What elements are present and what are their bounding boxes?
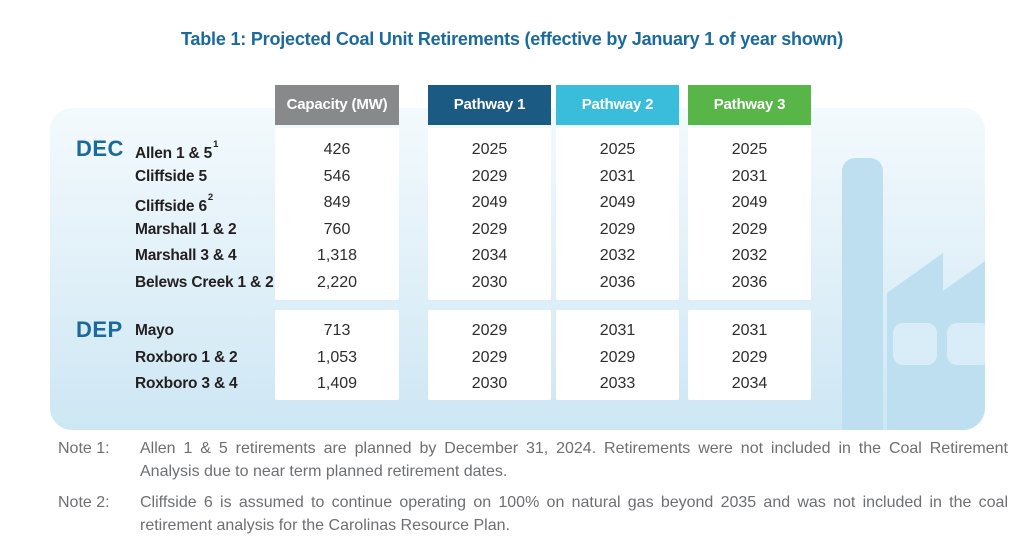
pathway3-value: 2034 xyxy=(731,375,768,392)
column-strip-pathway3-dec xyxy=(688,128,811,300)
table-row: Roxboro 3 & 4 1,409 2030 2033 2034 xyxy=(50,371,985,398)
pathway1-value: 2029 xyxy=(471,220,508,238)
pathway1-value: 2034 xyxy=(471,247,508,264)
note-1-text: Allen 1 & 5 retirements are planned by D… xyxy=(140,440,1008,480)
pathway1-value: 2030 xyxy=(471,375,508,392)
table-panel: Capacity (MW) Pathway 1 Pathway 2 Pathwa… xyxy=(50,85,985,430)
pathway3-value: 2032 xyxy=(731,247,768,264)
dec-rows: Allen 1 & 51 426 2025 2025 2025 Cliffside 5 54… xyxy=(50,137,985,296)
pathway2-value: 2031 xyxy=(599,322,636,339)
pathway1-value: 2029 xyxy=(471,167,508,185)
pathway1-value: 2025 xyxy=(471,141,508,158)
note-1-label: Note 1: xyxy=(58,440,110,457)
unit-name: Roxboro 3 & 4 xyxy=(135,375,238,392)
capacity-value: 713 xyxy=(323,322,351,339)
footnote-marker: 2 xyxy=(207,192,213,203)
table-title: Table 1: Projected Coal Unit Retirements… xyxy=(180,29,844,49)
pathway1-value: 2030 xyxy=(471,273,508,291)
group-label-dep: DEP xyxy=(76,317,123,342)
pathway3-value: 2025 xyxy=(731,141,768,158)
table-row: Roxboro 1 & 2 1,053 2029 2029 2029 xyxy=(50,345,985,372)
unit-name: Cliffside 62 xyxy=(135,192,213,216)
capacity-value: 2,220 xyxy=(316,273,358,291)
group-label-dec: DEC xyxy=(76,136,124,161)
pathway2-value: 2036 xyxy=(599,273,636,291)
table-row: Cliffside 5 546 2029 2031 2031 xyxy=(50,164,985,191)
column-strip-pathway2-dec xyxy=(556,128,679,300)
pathway2-value: 2032 xyxy=(599,247,636,264)
pathway3-value: 2031 xyxy=(731,322,768,339)
pathway2-value: 2029 xyxy=(599,220,636,238)
column-strip-capacity-dep xyxy=(275,310,399,400)
table-row: Mayo 713 2029 2031 2031 xyxy=(50,318,985,345)
pathway1-value: 2029 xyxy=(471,322,508,339)
panel-background xyxy=(50,108,985,430)
note-2-label: Note 2: xyxy=(58,494,110,511)
unit-name: Marshall 1 & 2 xyxy=(135,220,237,238)
unit-name: Belews Creek 1 & 2 xyxy=(135,273,274,291)
pathway2-value: 2029 xyxy=(599,348,636,366)
pathway2-value: 2031 xyxy=(599,167,636,185)
pathway1-value: 2029 xyxy=(471,348,508,366)
capacity-value: 426 xyxy=(323,141,351,158)
column-header-pathway3: Pathway 3 xyxy=(688,85,811,125)
column-header-pathway2: Pathway 2 xyxy=(556,85,679,125)
capacity-value: 1,409 xyxy=(316,375,358,392)
table-row: Belews Creek 1 & 2 2,220 2030 2036 2036 xyxy=(50,270,985,297)
pathway3-value: 2049 xyxy=(731,194,768,211)
unit-name: Mayo xyxy=(135,322,174,339)
pathway2-value: 2033 xyxy=(599,375,636,392)
capacity-value: 1,053 xyxy=(316,348,358,366)
capacity-value: 1,318 xyxy=(316,247,358,264)
column-header-capacity: Capacity (MW) xyxy=(275,85,399,125)
pathway3-value: 2029 xyxy=(731,220,768,238)
dep-rows: Mayo 713 2029 2031 2031 Roxboro 1 & 2 1,053 202… xyxy=(50,318,985,398)
unit-name: Roxboro 1 & 2 xyxy=(135,348,238,366)
note-2-text: Cliffside 6 is assumed to continue opera… xyxy=(140,494,1008,534)
table-row: Allen 1 & 51 426 2025 2025 2025 xyxy=(50,137,985,164)
pathway1-value: 2049 xyxy=(471,194,508,211)
capacity-value: 546 xyxy=(323,167,351,185)
unit-name: Cliffside 5 xyxy=(135,167,207,185)
pathway3-value: 2031 xyxy=(731,167,768,185)
column-strip-capacity-dec xyxy=(275,128,399,300)
capacity-value: 760 xyxy=(323,220,351,238)
footnote-marker: 1 xyxy=(213,139,219,150)
pathway3-value: 2036 xyxy=(731,273,768,291)
column-strip-pathway1-dec xyxy=(428,128,551,300)
column-strip-pathway1-dep xyxy=(428,310,551,400)
factory-icon xyxy=(842,158,985,430)
unit-name: Marshall 3 & 4 xyxy=(135,247,237,264)
pathway2-value: 2049 xyxy=(599,194,636,211)
table-row: Marshall 3 & 4 1,318 2034 2032 2032 xyxy=(50,243,985,270)
note-1: Note 1: Allen 1 & 5 retirements are plan… xyxy=(58,437,1010,483)
capacity-value: 849 xyxy=(323,194,351,211)
pathway3-value: 2029 xyxy=(731,348,768,366)
table-row: Cliffside 62 849 2049 2049 2049 xyxy=(50,190,985,217)
column-header-pathway1: Pathway 1 xyxy=(428,85,551,125)
unit-name: Allen 1 & 51 xyxy=(135,139,219,163)
table-row: Marshall 1 & 2 760 2029 2029 2029 xyxy=(50,217,985,244)
note-2: Note 2: Cliffside 6 is assumed to contin… xyxy=(58,491,1010,537)
pathway2-value: 2025 xyxy=(599,141,636,158)
column-strip-pathway2-dep xyxy=(556,310,679,400)
notes: Note 1: Allen 1 & 5 retirements are plan… xyxy=(58,437,1010,545)
column-strip-pathway3-dep xyxy=(688,310,811,400)
